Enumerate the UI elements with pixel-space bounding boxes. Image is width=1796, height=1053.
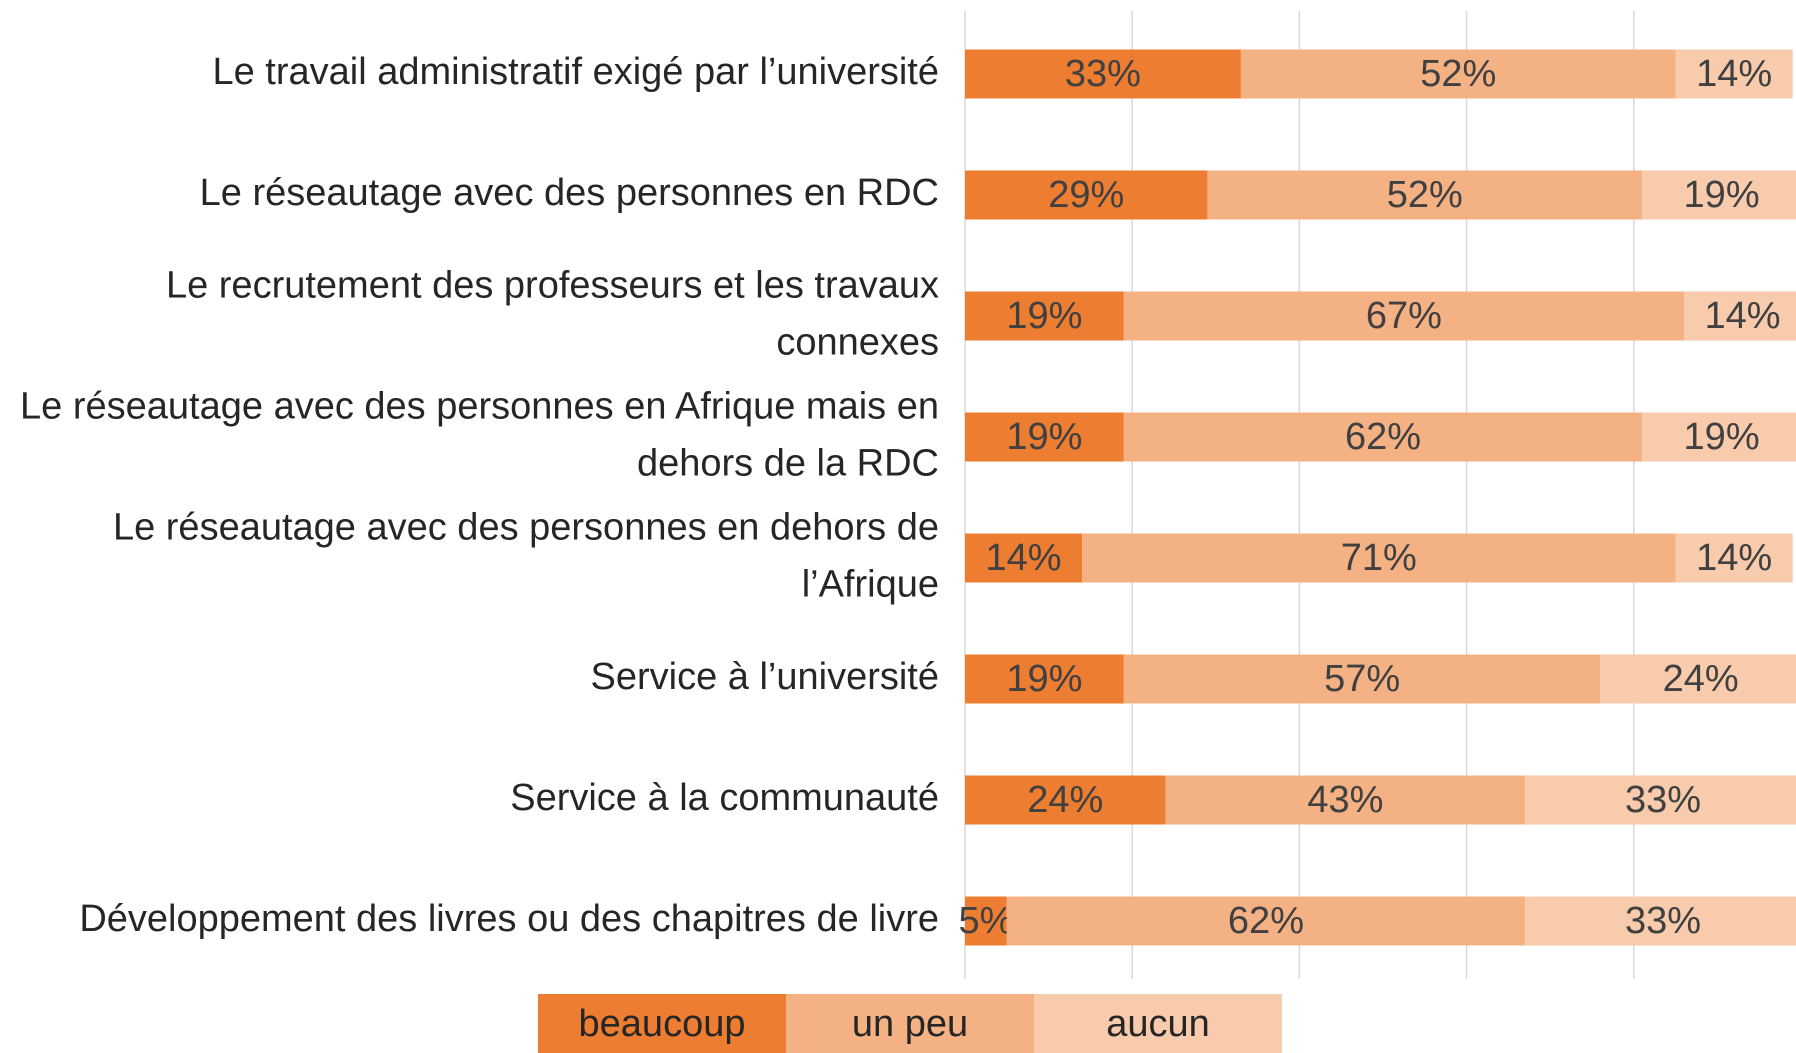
- bar-segment: [1123, 654, 1601, 704]
- category-label: Le travail administratif exigé par l’uni…: [212, 51, 939, 93]
- data-label: 67%: [1366, 295, 1442, 337]
- data-label: 33%: [1625, 900, 1701, 942]
- data-label: 24%: [1027, 779, 1103, 821]
- legend-label: aucun: [1106, 1003, 1210, 1045]
- legend-swatch: [1034, 994, 1282, 1053]
- bar-segment: [965, 170, 1208, 220]
- data-label: 62%: [1345, 416, 1421, 458]
- data-label: 14%: [1696, 537, 1772, 579]
- data-label: 14%: [985, 537, 1061, 579]
- bar-segment: [1207, 170, 1643, 220]
- data-label: 43%: [1307, 779, 1383, 821]
- bar-segment: [1240, 49, 1676, 99]
- data-label: 19%: [1006, 416, 1082, 458]
- category-label: Le réseautage avec des personnes en Afri…: [20, 386, 939, 485]
- data-label: 5%: [958, 900, 1013, 942]
- bar-segment: [965, 49, 1241, 99]
- bar-segment: [1642, 412, 1796, 462]
- bar-segment: [1642, 170, 1796, 220]
- category-label: Service à l’université: [591, 656, 939, 698]
- bar-segment: [1123, 412, 1643, 462]
- data-label: 19%: [1006, 658, 1082, 700]
- bar-segment: [965, 896, 1007, 946]
- bar-segment: [1082, 533, 1676, 583]
- data-label: 33%: [1625, 779, 1701, 821]
- category-label: Service à la communauté: [510, 777, 939, 819]
- category-label: Le recrutement des professeurs et les tr…: [166, 265, 939, 364]
- data-label: 19%: [1684, 416, 1760, 458]
- category-label: Développement des livres ou des chapitre…: [79, 898, 939, 940]
- bar-segment: [1006, 896, 1526, 946]
- bar-segment: [1525, 775, 1796, 825]
- data-label: 71%: [1341, 537, 1417, 579]
- legend-label: un peu: [852, 1003, 968, 1045]
- bar-segment: [965, 654, 1124, 704]
- bar-segment: [1525, 896, 1796, 946]
- data-label: 62%: [1228, 900, 1304, 942]
- data-label: 14%: [1696, 53, 1772, 95]
- legend-swatch: [538, 994, 786, 1053]
- legend-swatch: [786, 994, 1034, 1053]
- bar-segment: [1683, 291, 1796, 341]
- data-label: 24%: [1663, 658, 1739, 700]
- data-label: 57%: [1324, 658, 1400, 700]
- bar-segment: [965, 775, 1166, 825]
- bar-segment: [965, 533, 1083, 583]
- bar-segment: [1600, 654, 1796, 704]
- bar-segment: [965, 291, 1124, 341]
- data-label: 19%: [1006, 295, 1082, 337]
- category-label: Le réseautage avec des personnes en RDC: [200, 172, 939, 214]
- bar-segment: [965, 412, 1124, 462]
- data-label: 33%: [1065, 53, 1141, 95]
- data-label: 14%: [1704, 295, 1780, 337]
- bar-segment: [1165, 775, 1526, 825]
- bar-segment: [1123, 291, 1684, 341]
- data-label: 52%: [1387, 174, 1463, 216]
- data-label: 29%: [1048, 174, 1124, 216]
- bar-segment: [1675, 533, 1793, 583]
- legend-label: beaucoup: [579, 1003, 746, 1045]
- data-label: 19%: [1684, 174, 1760, 216]
- data-label: 52%: [1420, 53, 1496, 95]
- category-label: Le réseautage avec des personnes en deho…: [113, 507, 939, 606]
- bar-segment: [1675, 49, 1793, 99]
